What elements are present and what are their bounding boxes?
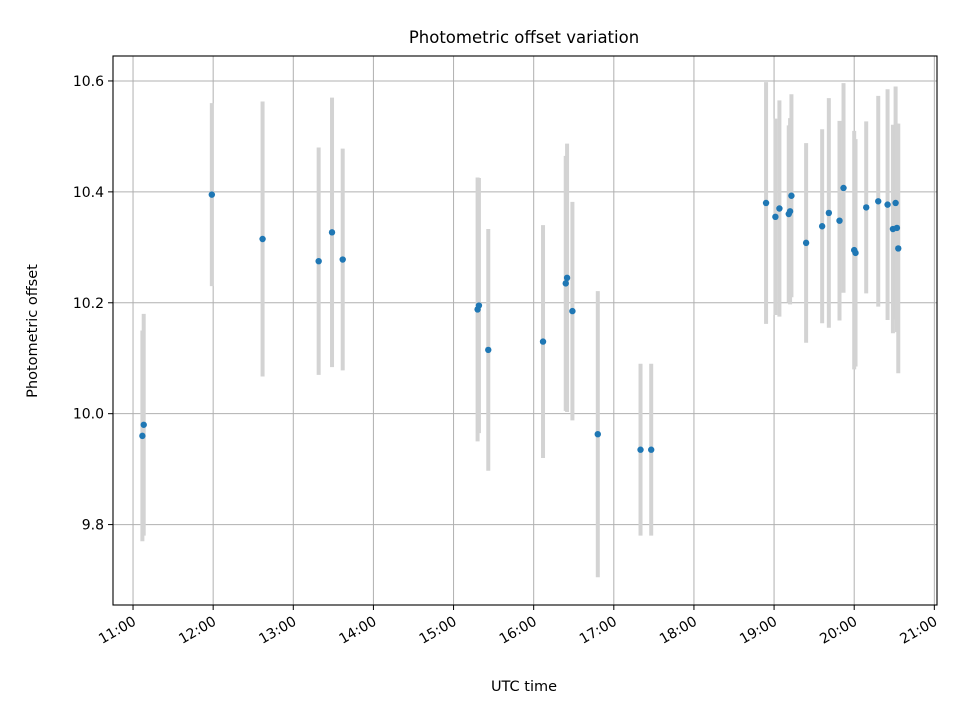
data-point (475, 302, 483, 309)
chart-title: Photometric offset variation (409, 28, 639, 47)
y-tick-label: 10.0 (73, 407, 104, 423)
data-point (840, 184, 847, 192)
data-point (315, 257, 322, 265)
data-point (259, 235, 266, 243)
data-point (563, 274, 571, 282)
y-tick-label: 9.8 (82, 518, 104, 534)
data-point (328, 229, 336, 236)
data-point (594, 431, 601, 438)
data-point (140, 421, 147, 428)
y-axis-label: Photometric offset (25, 264, 41, 398)
data-point (863, 204, 870, 211)
y-axis-ticks: 9.8 10.0 10.2 10.4 10.6 (73, 74, 113, 534)
data-points (139, 184, 902, 453)
data-point (893, 224, 901, 232)
data-point (562, 280, 569, 287)
data-point (339, 256, 346, 263)
data-point (825, 209, 833, 217)
data-point (772, 213, 779, 221)
data-point (818, 223, 826, 230)
data-point (895, 245, 902, 252)
data-point (485, 346, 492, 354)
plot-frame (112, 55, 938, 606)
data-point (852, 249, 859, 257)
data-point (786, 208, 794, 215)
data-point (788, 192, 795, 199)
data-point (539, 338, 547, 345)
data-point (208, 191, 216, 198)
data-point (884, 201, 891, 208)
data-point (569, 307, 576, 315)
data-point (892, 199, 899, 207)
y-tick-label: 10.2 (73, 296, 104, 312)
data-point (875, 198, 882, 205)
data-point (802, 239, 810, 247)
data-point (836, 217, 843, 224)
data-point (648, 446, 655, 453)
data-point (139, 432, 146, 440)
x-axis-label: UTC time (491, 679, 557, 695)
y-tick-label: 10.4 (73, 185, 104, 201)
data-point (762, 199, 770, 207)
data-point (637, 446, 644, 453)
y-tick-label: 10.6 (73, 74, 104, 90)
data-point (776, 205, 783, 212)
